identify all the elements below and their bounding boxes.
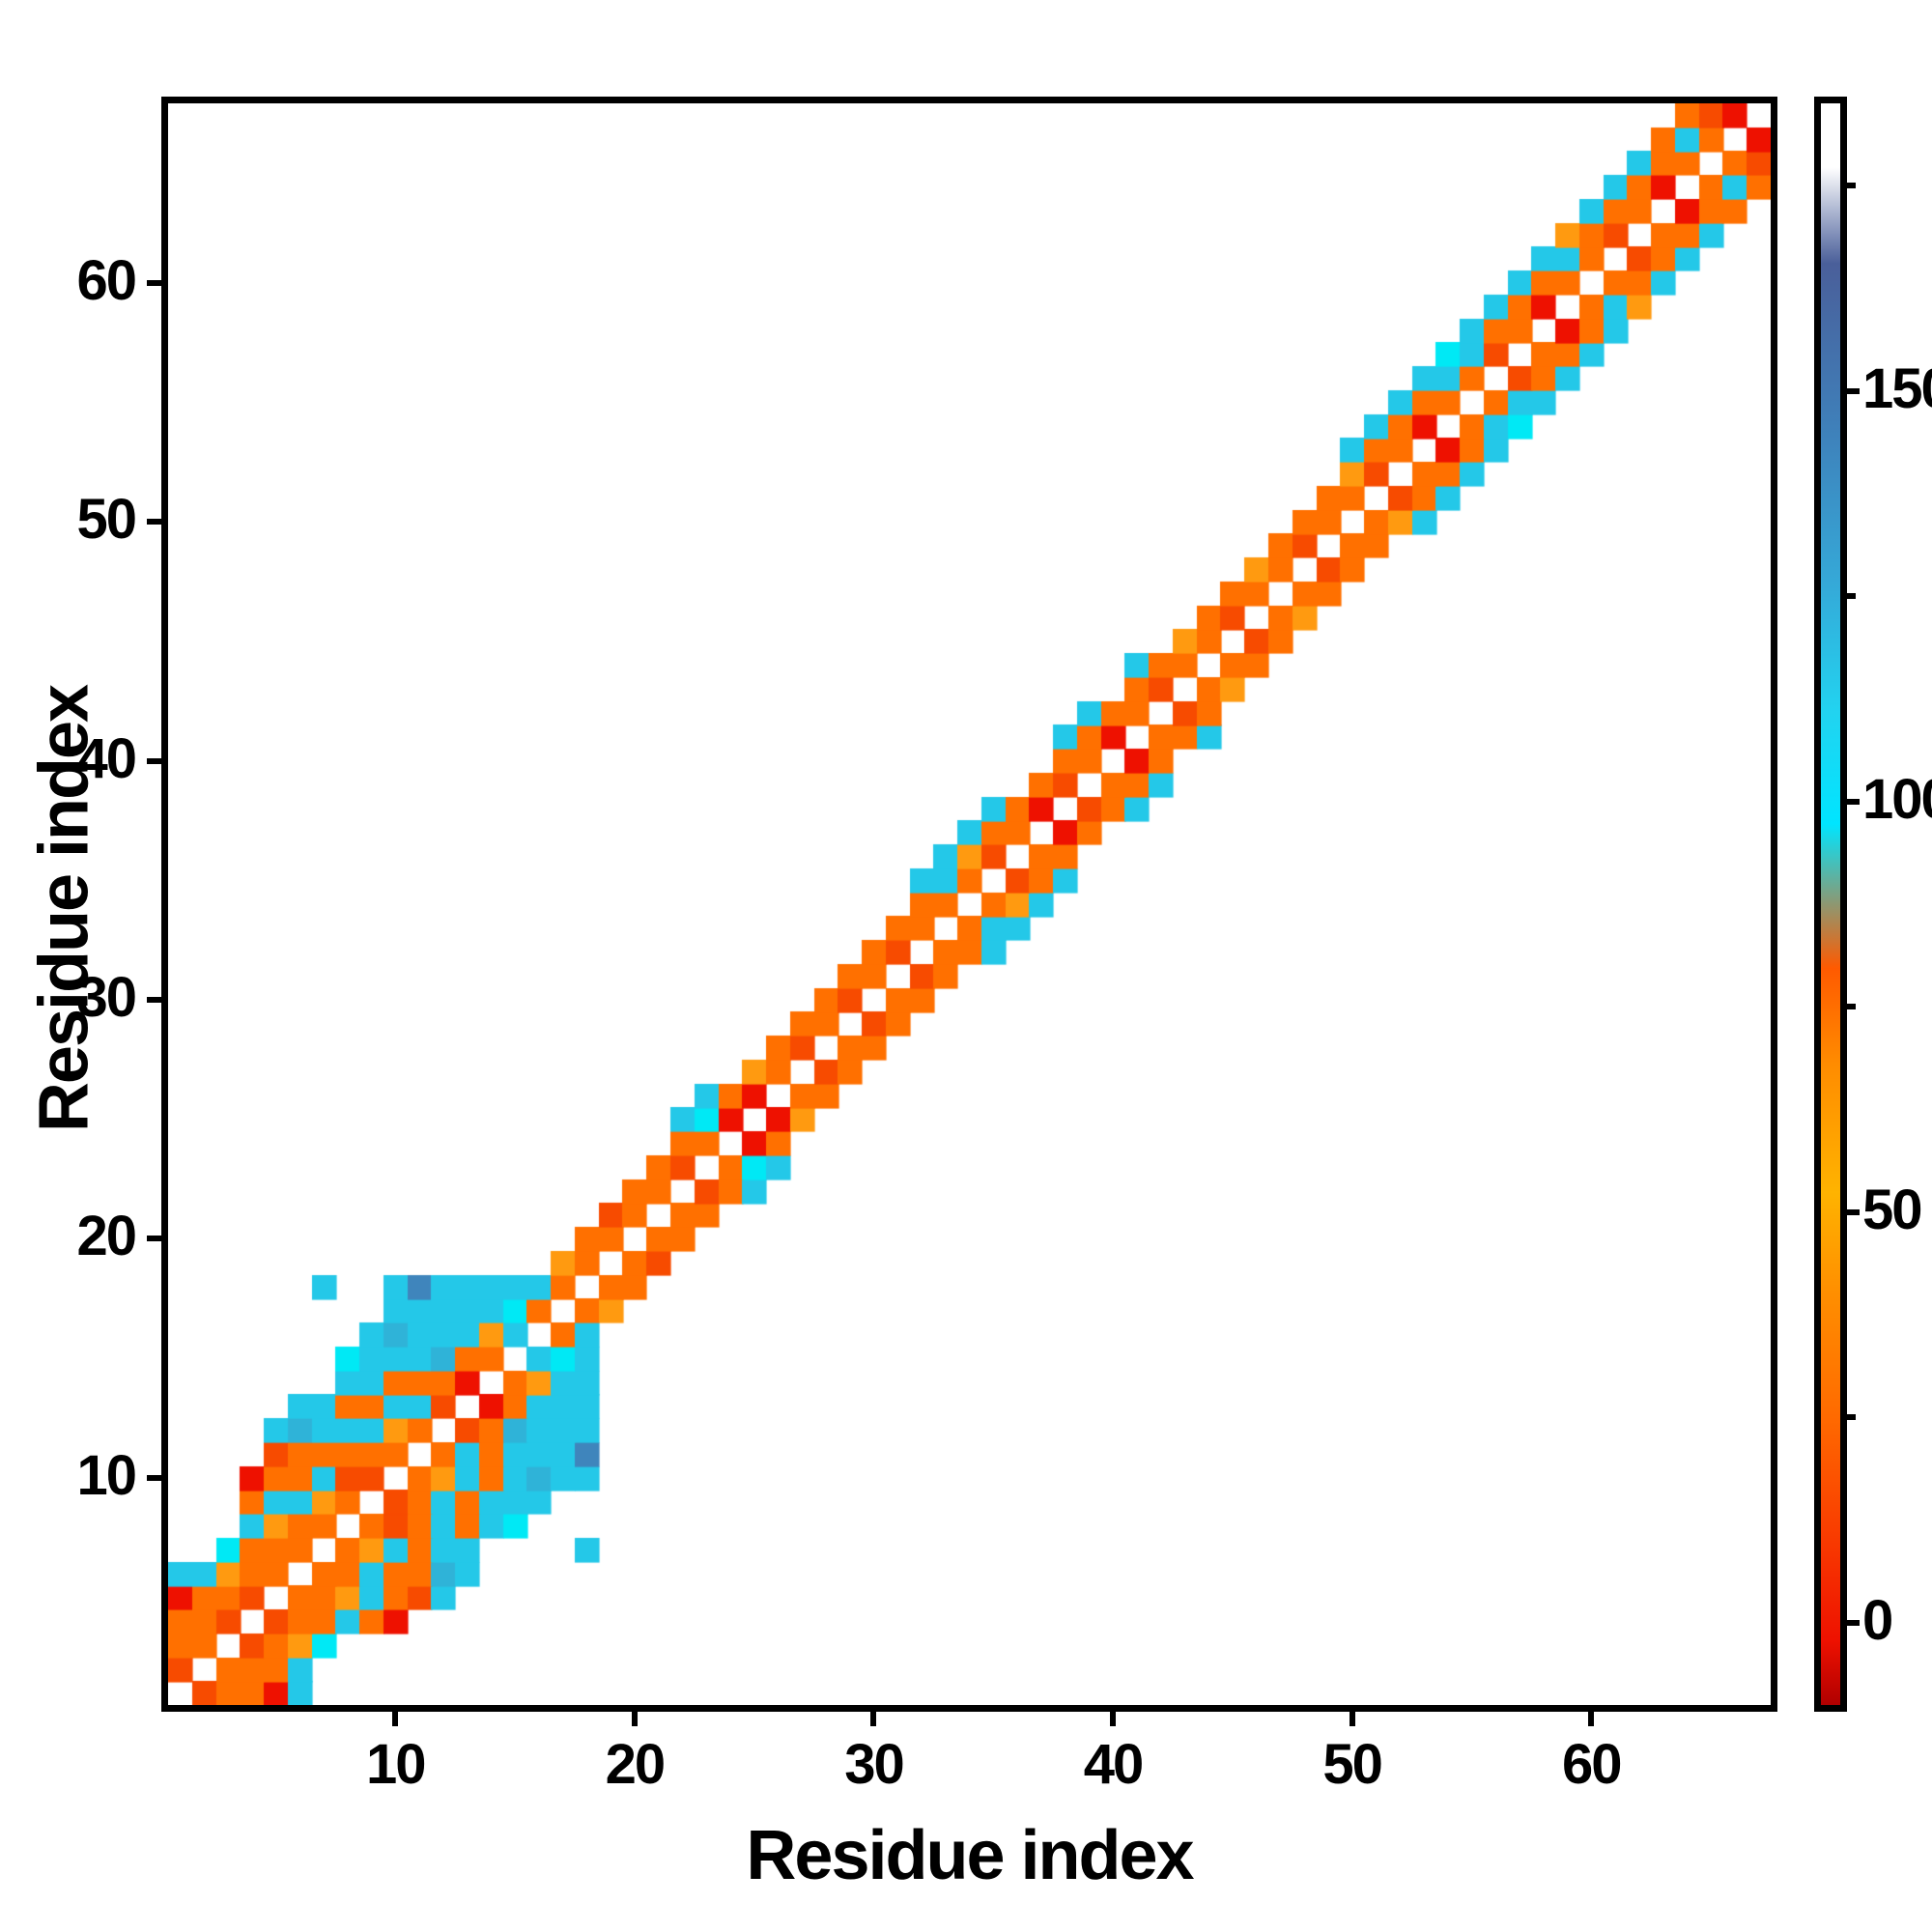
x-ticklabel-50: 50 xyxy=(1322,1733,1383,1796)
x-tick-60 xyxy=(1588,1712,1595,1726)
x-tick-40 xyxy=(1110,1712,1117,1726)
y-tick-40 xyxy=(147,757,161,764)
x-ticklabel-40: 40 xyxy=(1083,1733,1145,1796)
y-axis-title: Residue index xyxy=(25,685,103,1133)
colorbar-ticklabel-0: 0 xyxy=(1862,1588,1893,1652)
y-ticklabel-10: 10 xyxy=(76,1443,137,1507)
heatmap-canvas xyxy=(168,103,1771,1705)
x-axis-title: Residue index xyxy=(746,1817,1194,1894)
x-ticklabel-30: 30 xyxy=(844,1733,905,1796)
colorbar-minor-tick-125 xyxy=(1847,593,1856,600)
y-tick-50 xyxy=(147,519,161,526)
x-ticklabel-10: 10 xyxy=(365,1733,427,1796)
x-tick-30 xyxy=(870,1712,877,1726)
y-ticklabel-60: 60 xyxy=(76,248,137,312)
colorbar-ticklabel-150: 150 xyxy=(1862,356,1932,420)
heatmap-cells xyxy=(168,103,1771,1705)
y-tick-10 xyxy=(147,1474,161,1481)
x-ticklabel-60: 60 xyxy=(1562,1733,1623,1796)
heatmap-plot-area xyxy=(161,97,1777,1712)
colorbar-tick-150 xyxy=(1847,387,1860,394)
colorbar-tick-0 xyxy=(1847,1619,1860,1626)
x-tick-10 xyxy=(392,1712,399,1726)
y-ticklabel-50: 50 xyxy=(76,488,137,552)
y-ticklabel-20: 20 xyxy=(76,1205,137,1268)
colorbar-minor-tick-25 xyxy=(1847,1414,1856,1421)
y-tick-20 xyxy=(147,1236,161,1242)
colorbar-tick-100 xyxy=(1847,798,1860,805)
x-tick-20 xyxy=(631,1712,638,1726)
x-ticklabel-20: 20 xyxy=(605,1733,667,1796)
colorbar-tick-50 xyxy=(1847,1208,1860,1215)
colorbar-gradient xyxy=(1821,103,1840,1705)
y-ticklabel-40: 40 xyxy=(76,726,137,790)
y-tick-60 xyxy=(147,279,161,286)
colorbar-minor-tick-175 xyxy=(1847,183,1856,189)
x-tick-50 xyxy=(1349,1712,1355,1726)
colorbar-frame xyxy=(1814,97,1847,1712)
y-ticklabel-30: 30 xyxy=(76,965,137,1029)
colorbar xyxy=(1814,97,1847,1712)
colorbar-ticklabel-50: 50 xyxy=(1862,1178,1922,1241)
y-tick-30 xyxy=(147,996,161,1003)
colorbar-ticklabel-100: 100 xyxy=(1862,767,1932,831)
colorbar-minor-tick-75 xyxy=(1847,1004,1856,1010)
